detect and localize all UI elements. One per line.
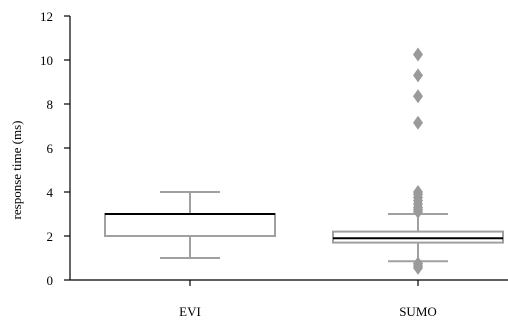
outlier-point [413,68,423,83]
outlier-point [413,115,423,130]
y-tick-label: 4 [47,185,54,200]
box-group-sumo [332,47,504,275]
boxes-layer [104,47,504,275]
x-tick-label: EVI [179,304,201,319]
outlier-point [413,256,423,271]
y-tick-label: 2 [47,229,54,244]
y-tick-label: 6 [47,141,54,156]
y-tick-label: 0 [47,273,54,288]
box-group-evi [104,191,276,259]
x-tick-label: SUMO [399,304,437,319]
outlier-point [413,47,423,62]
y-tick-label: 12 [40,9,53,24]
y-tick-label: 10 [40,53,53,68]
outlier-point [413,185,423,199]
box [104,213,276,237]
axes: 0 2 4 6 8 10 12 EVI SUMO [40,9,508,319]
y-tick-label: 8 [47,97,54,112]
y-axis-label: response time (ms) [9,121,24,220]
outlier-point [413,89,423,104]
box [332,230,504,244]
